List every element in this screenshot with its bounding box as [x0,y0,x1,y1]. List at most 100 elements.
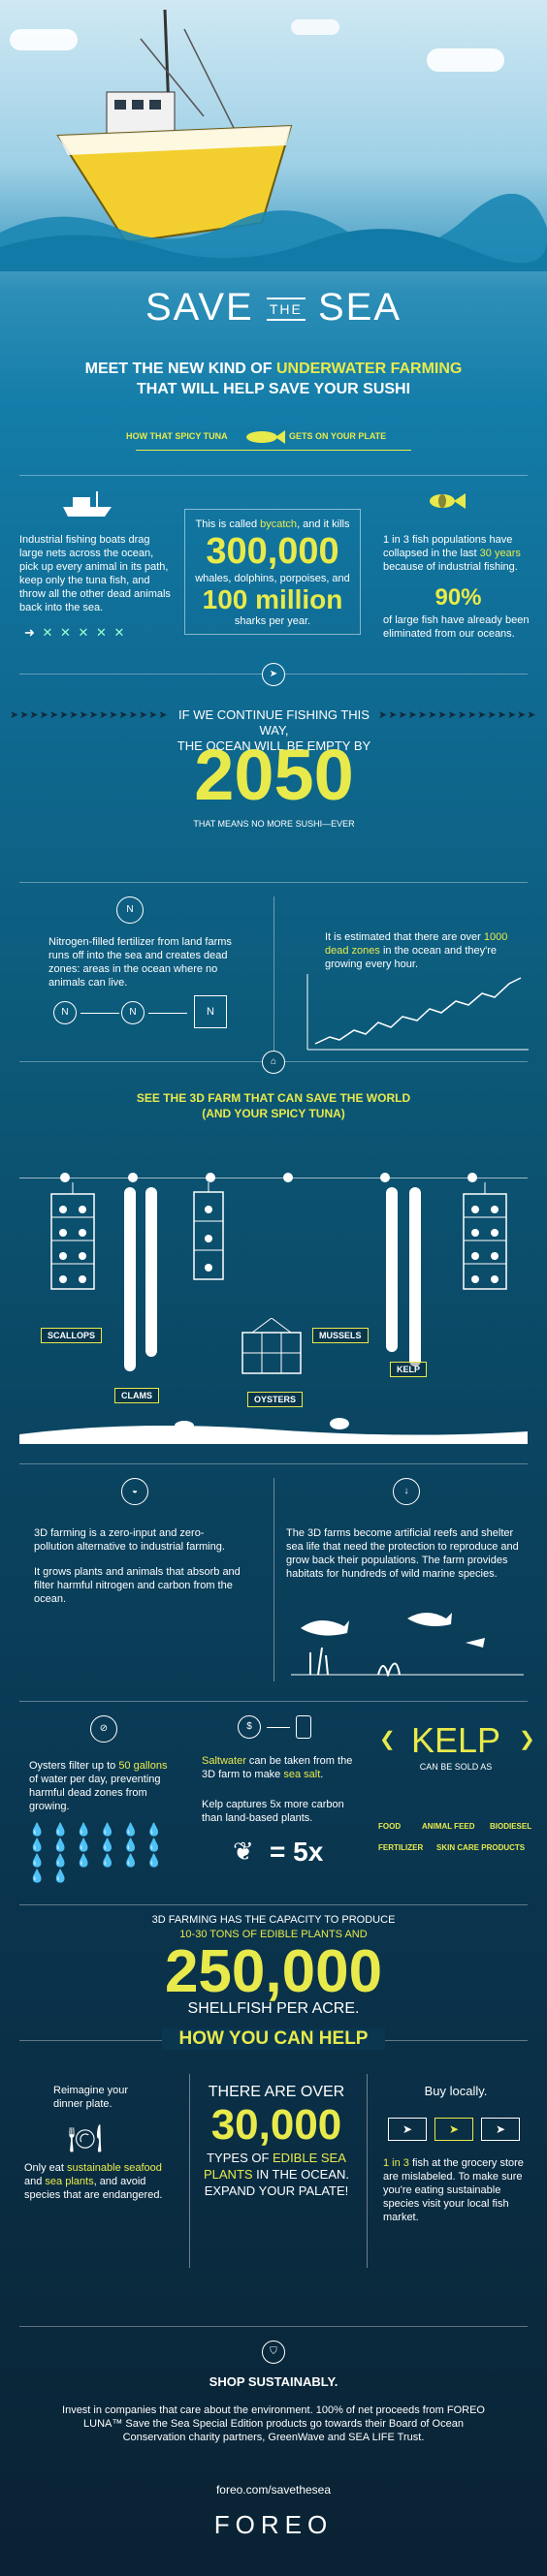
farm-label-oysters: OYSTERS [247,1392,304,1407]
vertical-divider [189,2074,190,2268]
fish-icon: ➜ [24,625,37,640]
foreo-logo: FOREO [213,2510,334,2539]
vertical-divider [367,2074,368,2268]
salt-text: Saltwater can be taken from the 3D farm … [202,1755,353,1780]
about-left-p2: It grows plants and animals that absorb … [34,1566,241,1605]
fish-label-icon: ➤ [434,2118,473,2141]
empty-ocean-section: ➤➤➤➤➤➤➤➤➤➤➤➤➤➤➤➤➤➤➤➤➤➤➤➤➤➤➤➤➤➤➤➤➤➤➤➤➤➤➤➤… [0,698,547,877]
farm-label-clams: CLAMS [114,1388,159,1403]
bycatch-big-number: 300,000 [206,531,339,572]
clam-icon: ◒ [121,1478,148,1505]
help-section: HOW YOU CAN HELP Reimagine your dinner p… [0,2026,547,2307]
buoy-row [39,1173,514,1184]
dollar-icon: $ [238,1715,261,1739]
farm-heading: SEE THE 3D FARM THAT CAN SAVE THE WORLD … [136,1091,411,1120]
kelp-carbon-text: Kelp captures 5x more carbon than land-b… [202,1799,344,1824]
benefits-section: ⊘ Oysters filter up to 50 gallons of wat… [0,1706,547,1900]
fish-school-pattern-right: ➤➤➤➤➤➤➤➤➤➤➤➤➤➤➤➤➤➤➤➤➤➤➤➤➤➤➤➤➤➤➤➤➤➤➤➤➤➤➤➤… [378,709,538,721]
cloud-illustration [291,19,339,35]
dead-fish-row: ➜ ✕ ✕ ✕ ✕ ✕ [24,625,126,641]
fish-label-icon: ➤ [388,2118,427,2141]
oyster-text: Oysters filter up to 50 gallons of water… [29,1760,168,1812]
nitrogen-icon: N [121,1001,145,1024]
salt-icons: $ [238,1715,325,1741]
shop-text: Invest in companies that care about the … [62,2404,485,2443]
kelp-strands [386,1187,421,1367]
banner-underline [136,450,411,451]
farm-label-mussels: MUSSELS [312,1328,369,1343]
divider [19,1701,528,1702]
title-the-badge: THE [266,298,306,322]
nitrogen-left-text: Nitrogen-filled fertilizer from land far… [48,936,232,989]
nitrogen-icon: N [116,896,144,924]
bycatch-section: Industrial fishing boats drag large nets… [0,480,547,659]
buy-local-title: Buy locally. [424,2084,488,2098]
title-save: SAVE [145,286,254,329]
shop-url-link[interactable]: foreo.com/savethesea [215,2483,332,2497]
farm-label-kelp: KELP [390,1362,428,1377]
farm-section: SEE THE 3D FARM THAT CAN SAVE THE WORLD … [0,1085,547,1454]
trawler-boat-icon [63,491,112,517]
kelp-uses-box: ❮ ❯ KELP CAN BE SOLD AS FOOD ANIMAL FEED… [373,1715,538,1890]
capacity-section: 3D FARMING HAS THE CAPACITY TO PRODUCE 1… [0,1909,547,2017]
percent-stat: 90% [434,584,482,611]
scallop-lantern-net [193,1182,224,1280]
dead-zones-growth-chart [306,974,529,1051]
shop-section: ⛉ SHOP SUSTAINABLY. Invest in companies … [0,2336,547,2576]
plate-title: Reimagine your dinner plate. [53,2085,129,2110]
salt-shaker-icon [296,1715,311,1739]
about-farming-section: ◒ 3D farming is a zero-input and zero-po… [0,1468,547,1691]
five-x-stat: = 5x [270,1837,324,1867]
empty-year: 2050 [194,735,354,815]
plate-icon: 🍽 [68,2123,103,2153]
shopping-bag-icon: ⛉ [262,2340,285,2364]
kelp-title: KELP [410,1720,501,1760]
divider [19,882,528,883]
cloud-illustration [427,48,504,72]
bycatch-stat-box: This is called bycatch, and it kills 300… [184,509,361,635]
farm-circle-icon: ⌂ [262,1051,285,1074]
seabed [19,1418,528,1444]
dead-zone-icon: N [194,995,227,1028]
sea-plants-stat: THERE ARE OVER 30,000 TYPES OF EDIBLE SE… [203,2084,350,2198]
kelp-subtitle: CAN BE SOLD AS [419,1762,493,1772]
divider [19,1904,528,1905]
nitrogen-section: N Nitrogen-filled fertilizer from land f… [0,887,547,1066]
shop-title: SHOP SUSTAINABLY. [209,2374,338,2389]
nitrogen-diagram: N N N [53,993,233,1032]
oyster-icon: ⊘ [90,1715,117,1743]
fish-label-icon: ➤ [481,2118,520,2141]
kelp-leaf-icon: ❦ [233,1837,254,1866]
reef-sealife-illustration [291,1613,524,1677]
capacity-number: 250,000 [164,1938,383,2005]
scallop-lantern-net [50,1182,95,1290]
ocean-waves [0,194,547,271]
fish-circle-icon: ➤ [262,663,285,686]
percent-text: of large fish have already been eliminat… [383,614,530,640]
spicy-tuna-banner: HOW THAT SPICY TUNA GETS ON YOUR PLATE [126,429,417,445]
hero-subtitle: MEET THE NEW KIND OF UNDERWATER FARMING … [84,361,463,397]
about-left-p1: 3D farming is a zero-input and zero-poll… [34,1527,225,1553]
hero-section: SAVE THE SEA MEET THE NEW KIND OF UNDERW… [0,0,547,456]
divider [19,475,528,476]
scallop-lantern-net [463,1182,507,1290]
nitrogen-icon: N [53,1001,77,1024]
water-drop-grid: 💧💧💧💧💧💧💧💧💧💧💧💧💧💧💧💧💧💧💧💧 [29,1822,171,1883]
dead-fish-icon: ✕ ✕ ✕ ✕ ✕ [42,625,127,640]
plate-text: Only eat sustainable seafood and sea pla… [24,2162,163,2201]
mislabeled-fish-icons: ➤ ➤ ➤ [388,2118,533,2141]
divider [19,2326,528,2327]
fish-school-pattern-left: ➤➤➤➤➤➤➤➤➤➤➤➤➤➤➤➤➤➤➤➤➤➤➤➤➤➤➤➤➤➤➤➤➤➤➤➤➤➤➤➤… [10,709,170,721]
oyster-cage [241,1318,302,1374]
arrow-down-icon: ↓ [393,1478,420,1505]
title-sea: SEA [317,286,402,329]
divider [19,1463,528,1464]
cloud-illustration [10,29,78,50]
page-title: SAVE THE SEA [0,286,547,330]
about-right-p: The 3D farms become artificial reefs and… [286,1527,519,1580]
farm-label-scallops: SCALLOPS [41,1328,103,1343]
fish-icon [430,493,466,509]
tuna-fish-icon [246,430,285,444]
buy-local-text: 1 in 3 fish at the grocery store are mis… [383,2157,524,2223]
bycatch-left-text: Industrial fishing boats drag large nets… [19,534,171,613]
